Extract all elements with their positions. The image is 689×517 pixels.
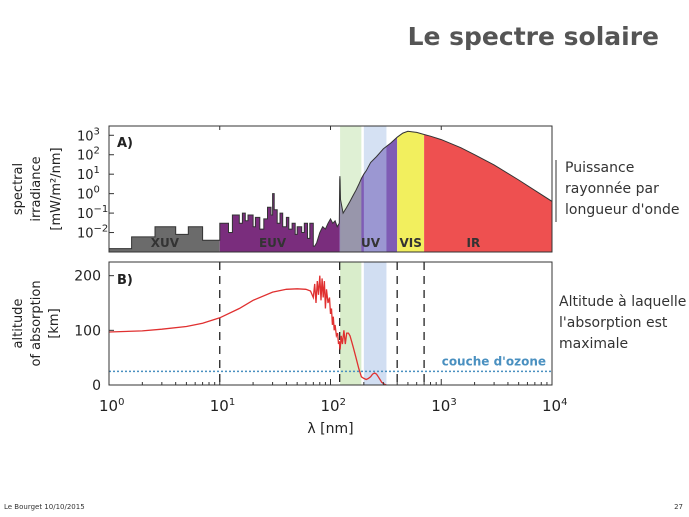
band-label-ir: IR: [467, 236, 481, 250]
annotation-absorption-altitude: Altitude à laquelle l'absorption est max…: [559, 292, 686, 355]
y-axis-label-a-line: spectral: [11, 163, 26, 215]
x-tick-label-b: 100: [99, 397, 124, 415]
y-axis-label-a-line: irradiance: [29, 156, 44, 221]
annotation-line: l'absorption est: [559, 315, 668, 331]
x-tick-label-b: 103: [431, 397, 456, 415]
band-label-euv: EUV: [259, 236, 287, 250]
panel-a-label: A): [117, 136, 133, 151]
ozone-layer-label: couche d'ozone: [442, 354, 546, 368]
x-tick-label-b: 101: [210, 397, 235, 415]
y-axis-label-a-line: [mW/m²/nm]: [49, 147, 64, 230]
annotation-line: Puissance: [565, 160, 635, 176]
y-axis-label-b-line: [km]: [47, 308, 62, 338]
y-tick-label-a: 10−2: [77, 224, 108, 242]
y-axis-label-b-line: altitude: [11, 299, 26, 349]
band-label-uv: UV: [361, 236, 381, 250]
y-tick-label-b: 200: [74, 269, 101, 285]
y-tick-label-a: 101: [77, 165, 100, 183]
y-tick-label-b: 0: [92, 378, 101, 394]
band-fill-vis: [397, 131, 425, 252]
annotation-line: rayonnée par: [565, 181, 659, 197]
annotation-line: maximale: [559, 336, 629, 352]
band-label-xuv: XUV: [151, 236, 180, 250]
absorption-altitude-line: [109, 275, 387, 385]
y-tick-label-a: 103: [77, 126, 100, 144]
y-tick-label-a: 100: [77, 185, 100, 203]
footer-page-number: 27: [674, 503, 683, 511]
y-tick-label-b: 100: [74, 323, 101, 339]
band-fill-ir: [424, 134, 552, 252]
highlight-band-green-a: [340, 126, 362, 252]
footer-event: Le Bourget 10/10/2015: [4, 503, 85, 511]
band-label-vis: VIS: [400, 236, 422, 250]
y-tick-label-a: 10−1: [77, 204, 108, 222]
panel-b-plot: [109, 262, 552, 385]
band-fill-euv: [219, 180, 340, 252]
x-tick-label-b: 102: [321, 397, 346, 415]
annotation-line: longueur d'onde: [565, 202, 680, 218]
highlight-band-blue-b: [363, 262, 387, 385]
y-axis-label-b-line: of absorption: [29, 280, 44, 366]
highlight-band-green-b: [340, 262, 362, 385]
x-tick-label-b: 104: [542, 397, 567, 415]
annotation-radiated-power: Puissance rayonnée par longueur d'onde: [565, 158, 679, 221]
y-tick-label-a: 102: [77, 146, 100, 164]
annotation-line: Altitude à laquelle: [559, 294, 687, 310]
x-axis-label: λ [nm]: [307, 421, 353, 437]
band-fill-xuv: [109, 223, 220, 252]
slide-title: Le spectre solaire: [407, 22, 659, 51]
highlight-band-blue-a: [363, 126, 387, 252]
panel-b-label: B): [117, 273, 133, 288]
panel-a-plot: [109, 126, 552, 252]
spectrum-line: [109, 130, 552, 250]
